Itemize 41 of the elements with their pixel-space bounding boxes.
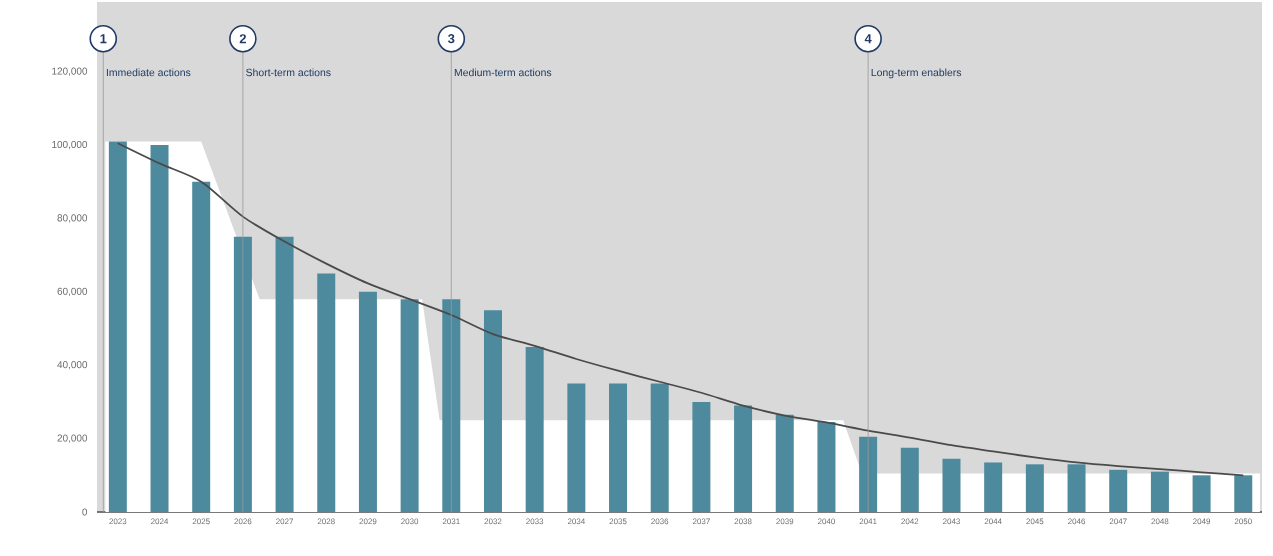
bar [567,383,586,512]
annotation: 3 [447,34,455,44]
bar [1234,475,1253,512]
ref-line-label: Long-term enablers [871,68,962,79]
bar [108,141,127,512]
annotation: 1 [100,34,107,44]
ref-line-label: Immediate actions [106,68,191,77]
y-tick-label: 40,000 [57,361,88,370]
y-tick-label: 20,000 [57,434,88,443]
y-tick-label: 0 [82,508,88,516]
bar [1025,464,1044,512]
y-tick-label: 120,000 [52,67,88,76]
bar [609,383,628,512]
bar [817,422,836,512]
annotation: 2 [239,34,246,44]
bar [775,414,794,512]
bar [1067,464,1086,512]
bar [900,447,919,512]
y-tick-label: 100,000 [52,140,88,150]
bar [150,145,169,512]
bar [358,291,377,512]
bar [734,405,753,512]
y-tick-label: 60,000 [57,287,88,296]
bar [442,299,461,512]
bar [1109,469,1128,512]
bar [984,462,1003,512]
bar [400,299,419,512]
bar [942,458,961,512]
bar [1192,475,1211,512]
y-tick-label: 80,000 [57,214,88,223]
bar [317,273,336,512]
ref-line-label: Short-term actions [246,68,331,77]
bar [192,181,211,512]
bar [692,401,711,512]
annotation: 4 [864,34,872,44]
ref-line-label: Medium-term actions [454,68,552,77]
bar [1150,471,1169,512]
bar [525,346,544,512]
bar [650,383,669,512]
bar [483,310,502,512]
bar [275,236,294,512]
